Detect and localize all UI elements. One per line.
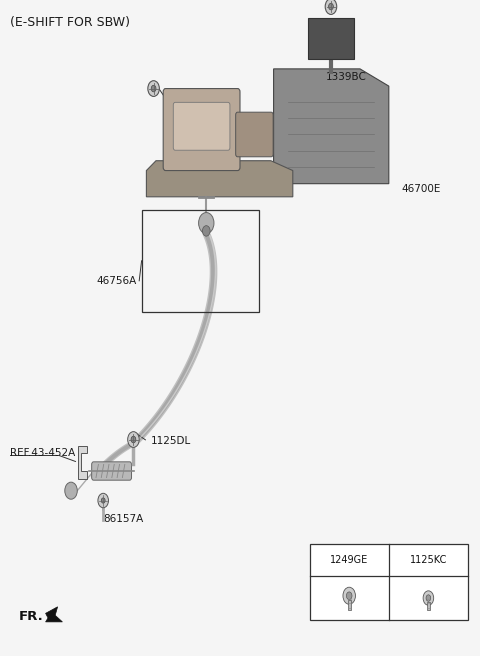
Circle shape — [128, 432, 139, 447]
FancyBboxPatch shape — [173, 102, 230, 150]
Text: FR.: FR. — [19, 610, 44, 623]
Circle shape — [65, 482, 77, 499]
Circle shape — [151, 85, 156, 92]
Text: 46700E: 46700E — [402, 184, 441, 194]
Text: 1339BC: 1339BC — [325, 72, 366, 83]
Bar — [348, 600, 351, 610]
Polygon shape — [78, 446, 87, 479]
Circle shape — [148, 81, 159, 96]
Circle shape — [203, 226, 210, 236]
Bar — [310, 544, 468, 620]
Circle shape — [426, 595, 431, 602]
FancyBboxPatch shape — [236, 112, 273, 157]
Circle shape — [101, 498, 105, 503]
FancyBboxPatch shape — [92, 462, 132, 480]
Bar — [142, 210, 259, 312]
Text: 1338AD: 1338AD — [183, 115, 225, 126]
Text: 46756A: 46756A — [96, 276, 137, 286]
Polygon shape — [308, 18, 354, 59]
FancyBboxPatch shape — [163, 89, 240, 171]
Polygon shape — [46, 607, 62, 622]
Circle shape — [199, 213, 214, 234]
Polygon shape — [146, 161, 293, 197]
Text: 86157A: 86157A — [103, 514, 144, 524]
Text: (E-SHIFT FOR SBW): (E-SHIFT FOR SBW) — [10, 16, 130, 30]
Circle shape — [131, 436, 136, 443]
Polygon shape — [274, 69, 389, 184]
Text: 1249GE: 1249GE — [330, 556, 368, 565]
Circle shape — [423, 591, 434, 605]
Text: REF.43-452A: REF.43-452A — [10, 447, 75, 458]
Text: 1125KC: 1125KC — [410, 556, 447, 565]
Circle shape — [347, 592, 352, 600]
Bar — [427, 602, 430, 610]
Circle shape — [328, 3, 333, 10]
Circle shape — [325, 0, 336, 14]
Text: 1125DL: 1125DL — [151, 436, 192, 447]
Circle shape — [98, 493, 108, 508]
Circle shape — [343, 587, 356, 604]
